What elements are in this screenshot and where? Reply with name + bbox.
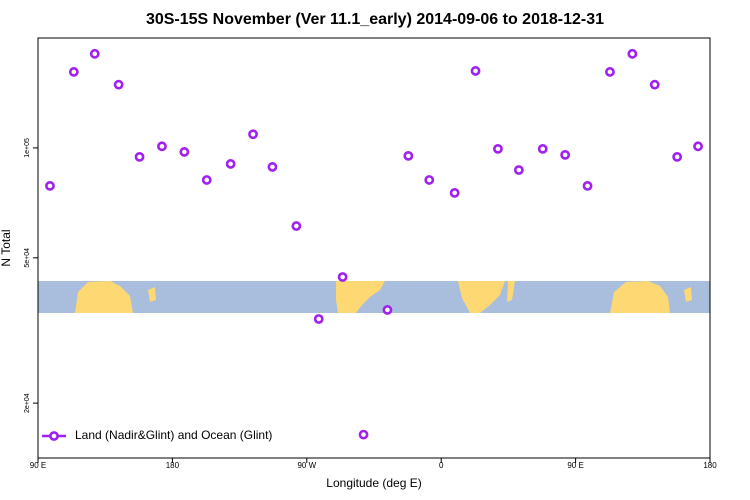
point bbox=[313, 314, 324, 324]
plot-frame bbox=[37, 37, 711, 459]
point bbox=[291, 221, 302, 231]
point bbox=[89, 48, 100, 59]
y-axis-label: N Total bbox=[0, 229, 13, 266]
point bbox=[358, 429, 369, 440]
point bbox=[693, 141, 703, 152]
y-tick-label: 5e+04 bbox=[24, 248, 31, 268]
point bbox=[68, 67, 79, 77]
point bbox=[248, 129, 258, 140]
x-tick-label: 180 bbox=[703, 461, 717, 470]
point bbox=[605, 67, 615, 77]
point bbox=[449, 188, 460, 198]
y-tick-label: 2e+04 bbox=[24, 393, 31, 413]
chart-title: 30S-15S November (Ver 11.1_early) 2014-0… bbox=[146, 11, 604, 28]
point bbox=[201, 175, 212, 185]
point bbox=[403, 150, 414, 161]
x-tick-label: 90 W bbox=[297, 461, 316, 470]
point bbox=[672, 151, 683, 162]
point bbox=[267, 162, 278, 172]
point bbox=[113, 79, 124, 90]
point bbox=[179, 147, 190, 157]
point bbox=[470, 66, 481, 76]
x-tick-label: 90 E bbox=[567, 461, 583, 470]
point bbox=[337, 272, 348, 282]
point bbox=[382, 305, 393, 315]
point bbox=[513, 165, 524, 175]
point bbox=[493, 143, 503, 154]
point bbox=[560, 149, 571, 160]
point bbox=[134, 151, 145, 162]
point bbox=[537, 143, 548, 154]
x-tick-label: 0 bbox=[439, 461, 444, 470]
point bbox=[225, 159, 236, 169]
point bbox=[582, 180, 593, 191]
point bbox=[157, 141, 167, 152]
map-strip bbox=[38, 281, 710, 313]
x-axis-label: Longitude (deg E) bbox=[326, 476, 421, 490]
point bbox=[45, 180, 55, 191]
point bbox=[424, 175, 435, 185]
point bbox=[649, 79, 660, 90]
legend-label: Land (Nadir&Glint) and Ocean (Glint) bbox=[75, 428, 272, 442]
legend-marker bbox=[49, 431, 59, 441]
x-tick-label: 90 E bbox=[30, 461, 46, 470]
x-tick-label: 180 bbox=[166, 461, 180, 470]
point bbox=[627, 48, 638, 59]
y-tick-label: 1e+05 bbox=[24, 138, 31, 158]
